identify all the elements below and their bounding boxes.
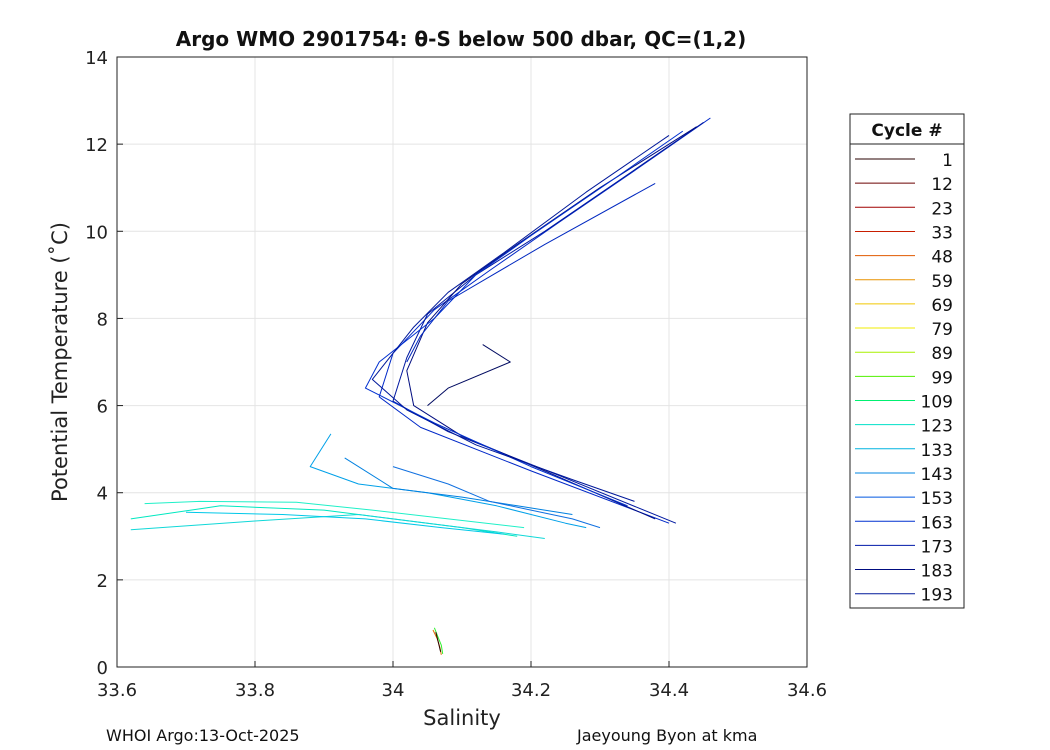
legend-entry-label: 109 — [921, 393, 953, 413]
legend-entry-label: 59 — [931, 272, 953, 292]
series-line-blue-4 — [364, 130, 684, 507]
series-line-blue-7 — [427, 344, 511, 406]
y-tick-label: 12 — [85, 135, 108, 156]
axis-ticks: 33.6 33.8 34 34.2 34.4 34.6 0 2 4 6 8 10 12 14 — [85, 48, 827, 701]
y-tick-label: 14 — [85, 48, 108, 69]
x-axis-label: Salinity — [423, 706, 501, 730]
legend-entry-label: 79 — [931, 320, 953, 340]
series-group — [130, 117, 711, 655]
legend-entry-label: 48 — [931, 248, 953, 268]
y-tick-label: 4 — [97, 484, 108, 505]
series-line-early-deep-3 — [435, 631, 442, 652]
series-line-blue-5 — [371, 134, 670, 502]
series-line-blue-3 — [406, 126, 697, 520]
y-tick-label: 0 — [97, 658, 108, 679]
legend: Cycle # 1 12 23 33 48 59 69 79 89 99 109 123 133 143 1… — [849, 113, 965, 609]
legend-entry-label: 123 — [921, 417, 953, 437]
plot-frame — [116, 56, 808, 668]
series-line-blue-6 — [406, 182, 656, 363]
chart-title: Argo WMO 2901754: θ-S below 500 dbar, QC… — [176, 27, 746, 51]
plot-area — [117, 57, 807, 667]
x-tick-label: 33.6 — [97, 680, 137, 701]
legend-entry-label: 89 — [931, 344, 953, 364]
legend-entry-label: 173 — [921, 537, 953, 557]
legend-entry-label: 69 — [931, 296, 953, 316]
legend-entry-label: 183 — [921, 562, 953, 582]
series-line-mid-3 — [392, 466, 601, 529]
series-line-mid-2 — [344, 457, 573, 515]
y-axis-label: Potential Temperature (˚C) — [48, 222, 72, 502]
legend-title: Cycle # — [871, 121, 942, 141]
legend-entry-label: 143 — [921, 465, 953, 485]
legend-entry-label: 12 — [931, 175, 953, 195]
y-tick-label: 2 — [97, 571, 108, 592]
legend-entry-label: 193 — [921, 586, 953, 606]
series-line-cyan-3 — [144, 500, 525, 529]
series-line-cyan-2 — [130, 514, 545, 539]
y-tick-label: 8 — [97, 309, 108, 330]
x-tick-label: 34 — [382, 680, 405, 701]
y-tick-label: 6 — [97, 397, 108, 418]
legend-entry-label: 23 — [931, 199, 953, 219]
legend-entry-label: 163 — [921, 513, 953, 533]
footer-credit-left: WHOI Argo:13-Oct-2025 — [106, 726, 300, 745]
x-tick-label: 34.6 — [787, 680, 827, 701]
legend-entry-label: 33 — [931, 223, 953, 243]
footer-credit-right: Jaeyoung Byon at kma — [577, 726, 758, 745]
legend-entry-label: 1 — [942, 151, 953, 171]
x-tick-label: 34.2 — [511, 680, 551, 701]
series-line-cyan-4 — [185, 511, 504, 535]
legend-box — [849, 113, 965, 609]
series-line-blue-1 — [378, 117, 711, 524]
legend-entry-label: 133 — [921, 441, 953, 461]
legend-entry-label: 99 — [931, 368, 953, 388]
x-tick-label: 33.8 — [235, 680, 275, 701]
x-tick-label: 34.4 — [649, 680, 689, 701]
legend-entry-label: 153 — [921, 489, 953, 509]
y-tick-label: 10 — [85, 222, 108, 243]
